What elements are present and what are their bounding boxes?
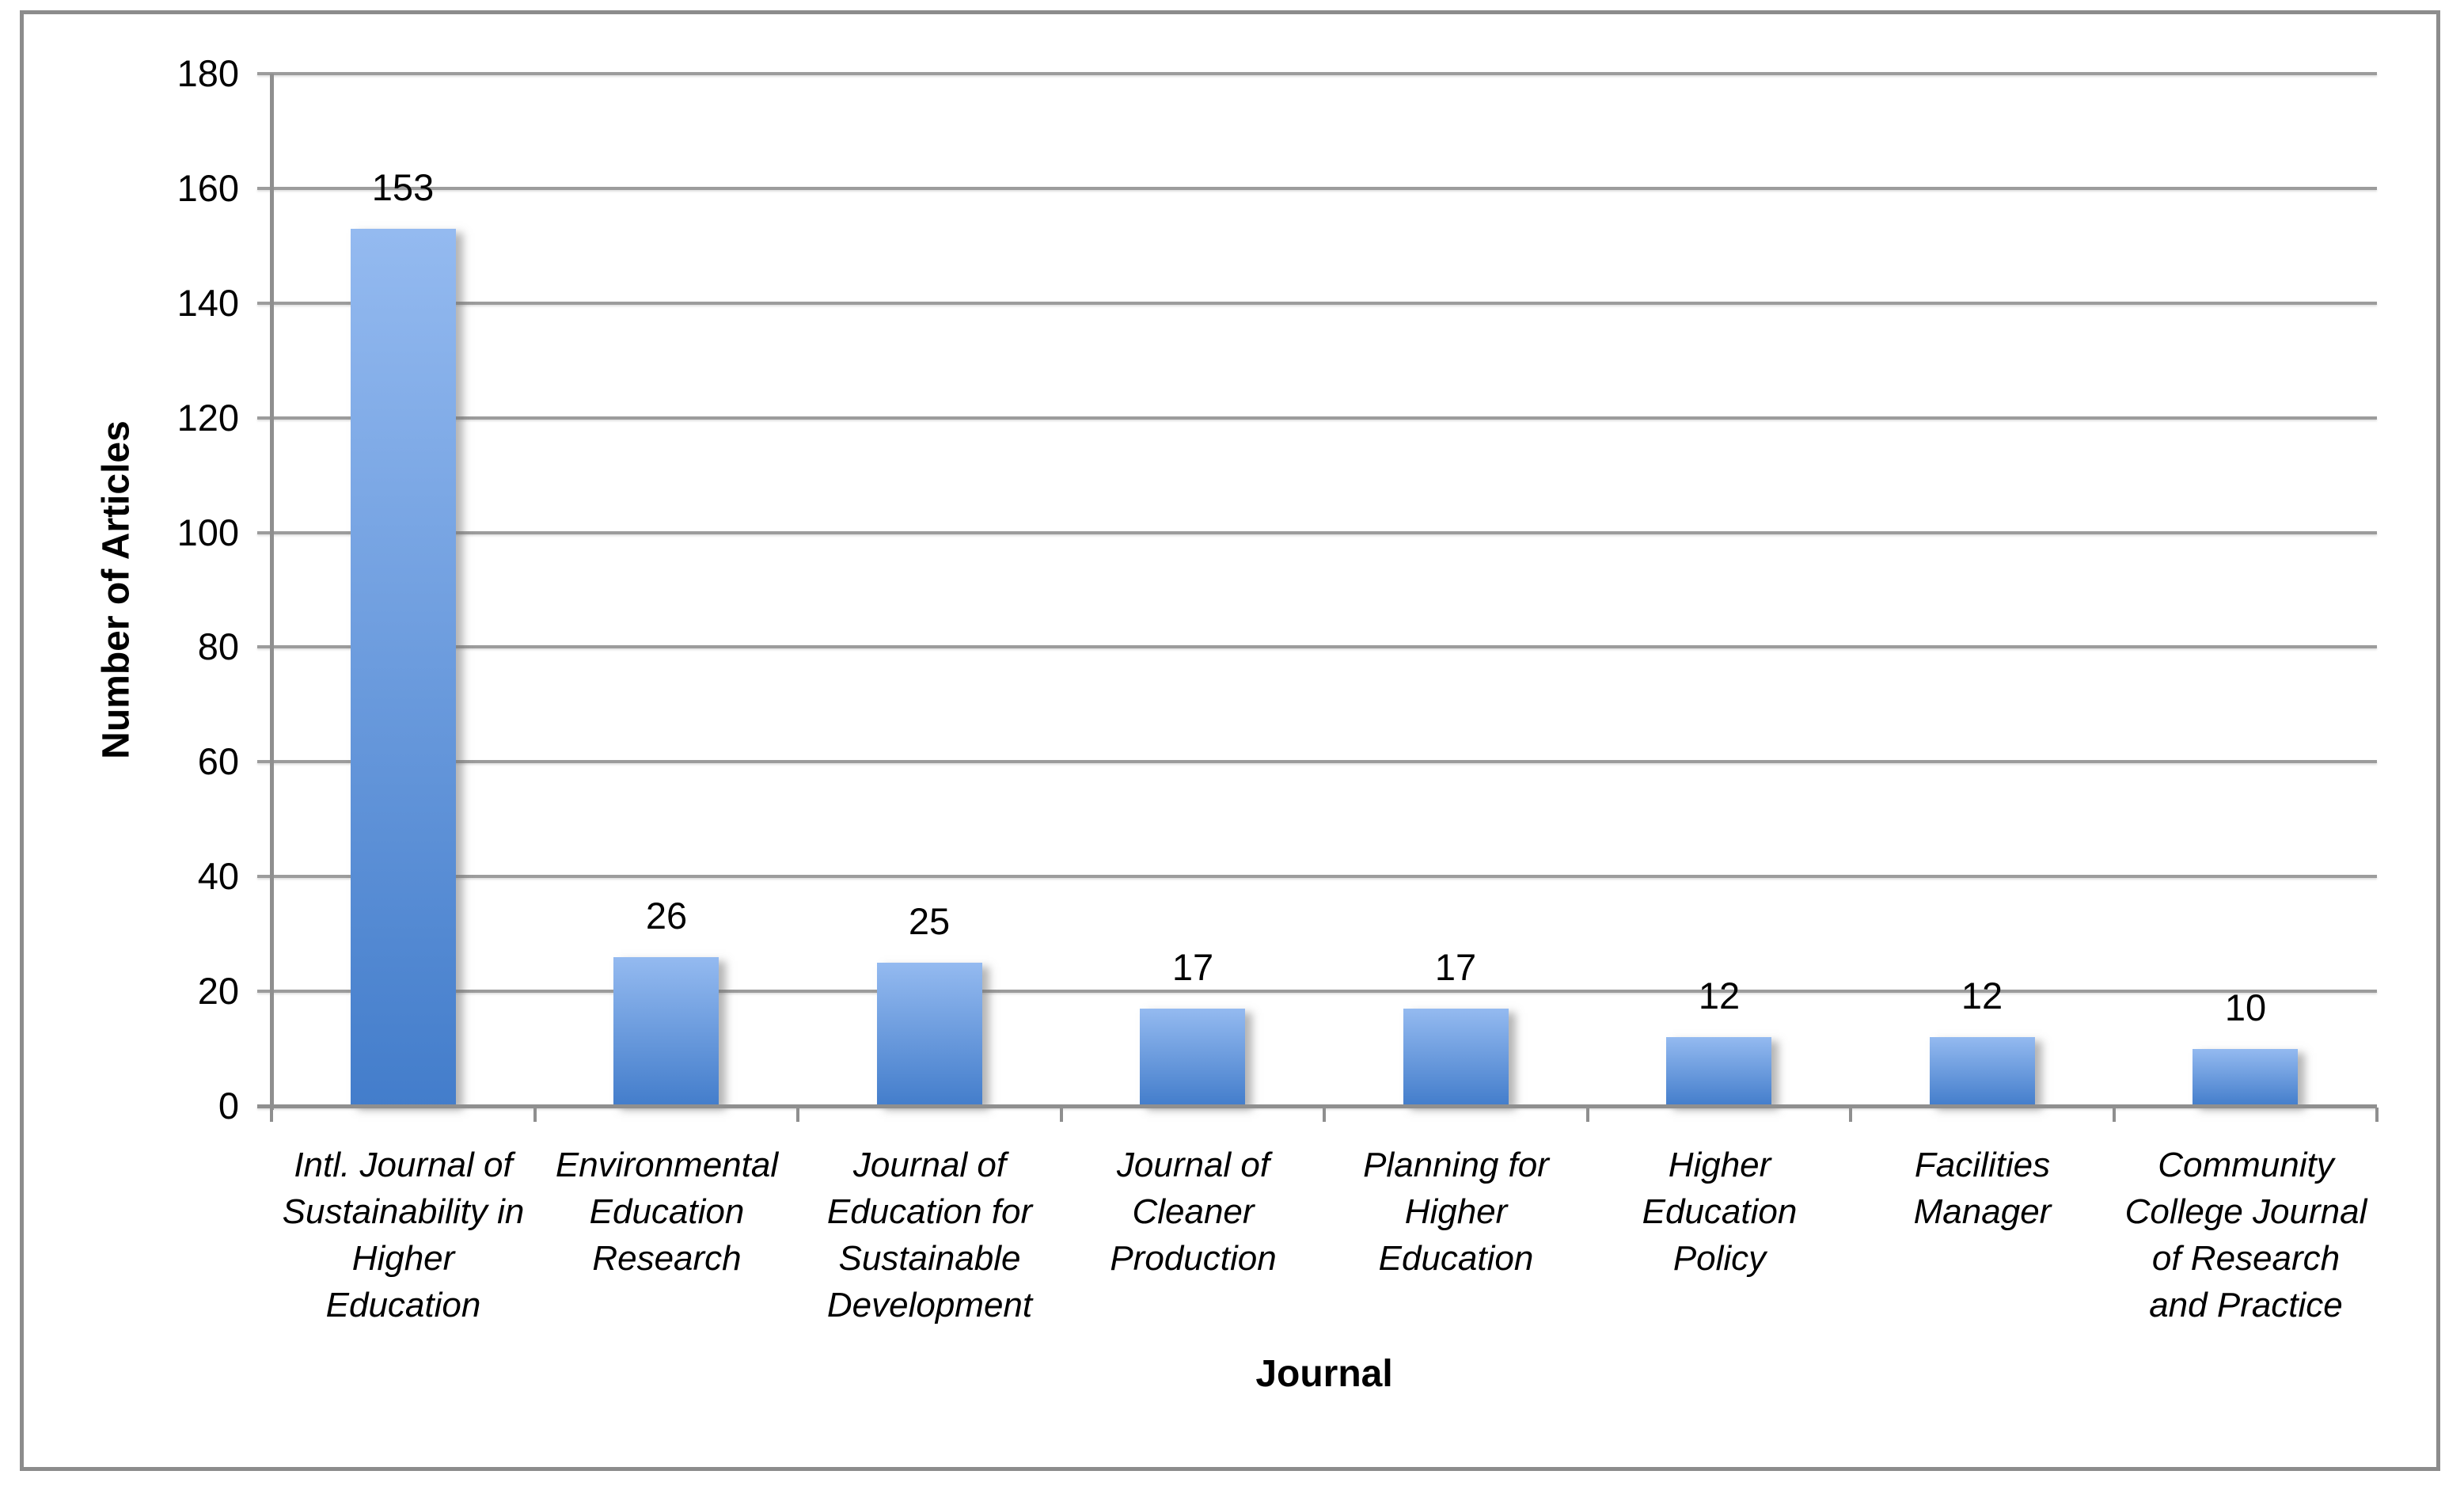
gridline-y-40 — [257, 875, 2377, 879]
bar-2 — [613, 957, 719, 1106]
x-category-label-1: Intl. Journal of Sustainability in Higher E… — [271, 1142, 535, 1328]
y-tick-label-40: 40 — [197, 855, 239, 898]
y-tick-label-120: 120 — [177, 396, 239, 439]
x-axis-line — [257, 1104, 2377, 1108]
gridline-y-120 — [257, 416, 2377, 420]
x-axis-tick-7 — [2113, 1108, 2116, 1122]
x-category-label-line: Community — [2158, 1146, 2334, 1184]
x-axis-title: Journal — [1255, 1353, 1393, 1395]
bar-value-label-6: 12 — [1698, 975, 1741, 1017]
gridline-y-100 — [257, 530, 2377, 534]
x-category-label-8: Community College Journal of Research and P… — [2114, 1142, 2378, 1328]
y-tick-label-80: 80 — [197, 625, 239, 668]
x-category-label-line: Environmental — [555, 1146, 779, 1184]
x-category-label-line: Higher — [1668, 1146, 1771, 1184]
x-category-label-line: Development — [826, 1286, 1033, 1324]
x-axis-tick-5 — [1586, 1108, 1589, 1122]
y-tick-label-20: 20 — [197, 970, 239, 1013]
y-tick-label-0: 0 — [218, 1085, 239, 1127]
x-category-label-3: Journal of Education for Sustainable Develo… — [798, 1142, 1061, 1328]
x-category-label-4: Journal of Cleaner Production — [1061, 1142, 1325, 1282]
x-category-label-6: Higher Education Policy — [1588, 1142, 1851, 1282]
x-axis-tick-6 — [1849, 1108, 1852, 1122]
x-category-label-line: Sustainability in — [282, 1192, 525, 1231]
x-category-label-line: of Research — [2151, 1239, 2341, 1278]
x-category-label-line: Sustainable — [838, 1239, 1021, 1278]
x-category-label-line: Planning for — [1363, 1146, 1549, 1184]
bar-7 — [1930, 1037, 2035, 1106]
x-category-label-line: Higher — [1404, 1192, 1508, 1231]
x-category-label-line: Education — [1378, 1239, 1534, 1278]
x-axis-tick-4 — [1323, 1108, 1326, 1122]
x-category-label-line: Policy — [1672, 1239, 1767, 1278]
x-category-label-line: Journal of — [852, 1146, 1007, 1184]
y-axis-line — [270, 74, 274, 1110]
y-tick-label-140: 140 — [177, 281, 239, 324]
bar-value-label-4: 17 — [1171, 946, 1214, 988]
x-axis-tick-1 — [533, 1108, 537, 1122]
x-axis-tick-8 — [2375, 1108, 2379, 1122]
bar-value-label-8: 10 — [2224, 986, 2267, 1028]
y-tick-label-60: 60 — [197, 740, 239, 783]
x-category-label-line: Journal of — [1116, 1146, 1270, 1184]
y-tick-label-160: 160 — [177, 166, 239, 209]
gridline-y-80 — [257, 645, 2377, 649]
x-category-label-line: Facilities — [1914, 1146, 2051, 1184]
gridline-y-180 — [257, 72, 2377, 75]
y-axis-title: Number of Articles — [95, 420, 138, 759]
x-axis-tick-0 — [270, 1108, 273, 1122]
chart-frame — [20, 10, 2440, 1471]
x-axis-tick-2 — [796, 1108, 799, 1122]
x-category-label-2: Environmental Education Research — [535, 1142, 799, 1282]
x-category-label-5: Planning for Higher Education — [1324, 1142, 1588, 1282]
gridline-y-60 — [257, 760, 2377, 764]
x-category-label-line: Education — [1642, 1192, 1798, 1231]
bar-3 — [877, 963, 982, 1106]
bar-5 — [1403, 1009, 1509, 1106]
y-tick-label-180: 180 — [177, 52, 239, 94]
x-category-label-line: Education — [589, 1192, 745, 1231]
x-category-label-line: Research — [592, 1239, 742, 1278]
gridline-y-140 — [257, 301, 2377, 305]
x-axis-tick-3 — [1060, 1108, 1063, 1122]
gridline-y-20 — [257, 990, 2377, 994]
x-category-label-line: Higher — [351, 1239, 455, 1278]
x-category-label-line: Intl. Journal of — [294, 1146, 513, 1184]
bar-value-label-2: 26 — [645, 895, 688, 937]
bar-value-label-3: 25 — [908, 900, 951, 942]
x-category-label-line: Education — [325, 1286, 481, 1324]
x-category-label-7: Facilities Manager — [1851, 1142, 2114, 1235]
bar-6 — [1666, 1037, 1771, 1106]
x-category-label-line: and Practice — [2149, 1286, 2343, 1324]
x-category-label-line: Education for — [826, 1192, 1033, 1231]
bar-value-label-5: 17 — [1434, 946, 1477, 988]
x-category-label-line: Cleaner — [1132, 1192, 1255, 1231]
bar-4 — [1140, 1009, 1245, 1106]
bar-1 — [351, 229, 456, 1106]
x-category-label-line: Production — [1110, 1239, 1277, 1278]
gridline-y-160 — [257, 186, 2377, 190]
y-tick-label-100: 100 — [177, 511, 239, 553]
x-category-label-line: Manager — [1913, 1192, 2052, 1231]
bar-value-label-7: 12 — [1961, 975, 2003, 1017]
x-category-label-line: College Journal — [2124, 1192, 2367, 1231]
bar-8 — [2193, 1049, 2298, 1106]
bar-value-label-1: 153 — [371, 166, 435, 208]
